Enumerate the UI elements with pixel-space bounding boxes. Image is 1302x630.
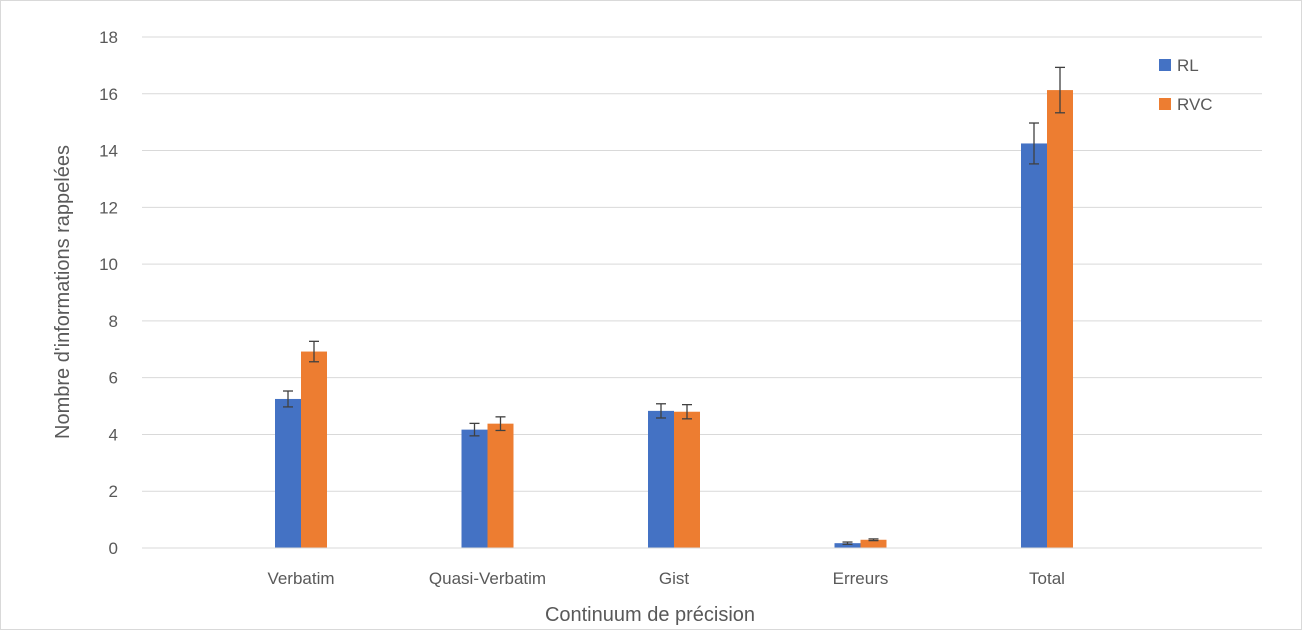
- bar-rl-total: [1021, 143, 1047, 549]
- y-tick-label: 12: [99, 198, 118, 217]
- x-tick-label: Total: [1029, 569, 1065, 588]
- y-axis-ticks: 0 2 4 6 8 10 12 14 16 18: [99, 28, 118, 558]
- y-tick-label: 2: [109, 482, 118, 501]
- error-bar: [309, 340, 319, 363]
- bar-rl-erreurs: [834, 543, 861, 548]
- legend-swatch-rvc: [1159, 98, 1171, 110]
- bar-rvc-gist: [674, 411, 700, 548]
- error-bar: [682, 403, 692, 420]
- y-tick-label: 4: [109, 425, 118, 444]
- y-axis-title: Nombre d'informations rappelées: [52, 145, 74, 439]
- bar-rl-quasi-verbatim: [461, 429, 488, 548]
- bar-rvc-erreurs: [860, 539, 887, 548]
- error-bar: [656, 403, 666, 419]
- x-axis-title: Continuum de précision: [545, 604, 755, 626]
- x-tick-label: Quasi-Verbatim: [429, 569, 546, 588]
- y-tick-label: 6: [109, 369, 118, 388]
- error-bar: [469, 422, 480, 437]
- error-bars: [283, 66, 1065, 545]
- error-bar: [842, 541, 853, 545]
- error-bar: [868, 538, 879, 542]
- error-bar: [495, 416, 506, 432]
- legend-swatch-rl: [1159, 59, 1171, 71]
- y-tick-label: 14: [99, 142, 118, 161]
- bar-rvc-total: [1047, 90, 1073, 548]
- error-bar: [1055, 66, 1065, 114]
- y-tick-label: 16: [99, 85, 118, 104]
- y-tick-label: 0: [109, 539, 118, 558]
- bar-rvc-verbatim: [301, 351, 327, 548]
- error-bar: [1029, 122, 1039, 165]
- y-tick-label: 18: [99, 28, 118, 47]
- x-axis-ticks: Verbatim Quasi-Verbatim Gist Erreurs Total: [267, 569, 1065, 588]
- bar-rl-gist: [648, 410, 674, 548]
- bar-rl-verbatim: [275, 398, 301, 548]
- y-tick-label: 10: [99, 255, 118, 274]
- legend-label-rvc: RVC: [1177, 95, 1213, 114]
- legend-label-rl: RL: [1177, 56, 1199, 75]
- x-tick-label: Verbatim: [267, 569, 334, 588]
- legend: RL RVC: [1159, 56, 1213, 114]
- x-tick-label: Erreurs: [833, 569, 889, 588]
- bars: [275, 90, 1073, 549]
- error-bar: [283, 390, 293, 408]
- x-tick-label: Gist: [659, 569, 690, 588]
- y-tick-label: 8: [109, 312, 118, 331]
- bar-rvc-quasi-verbatim: [487, 423, 514, 548]
- gridlines: [142, 36, 1262, 492]
